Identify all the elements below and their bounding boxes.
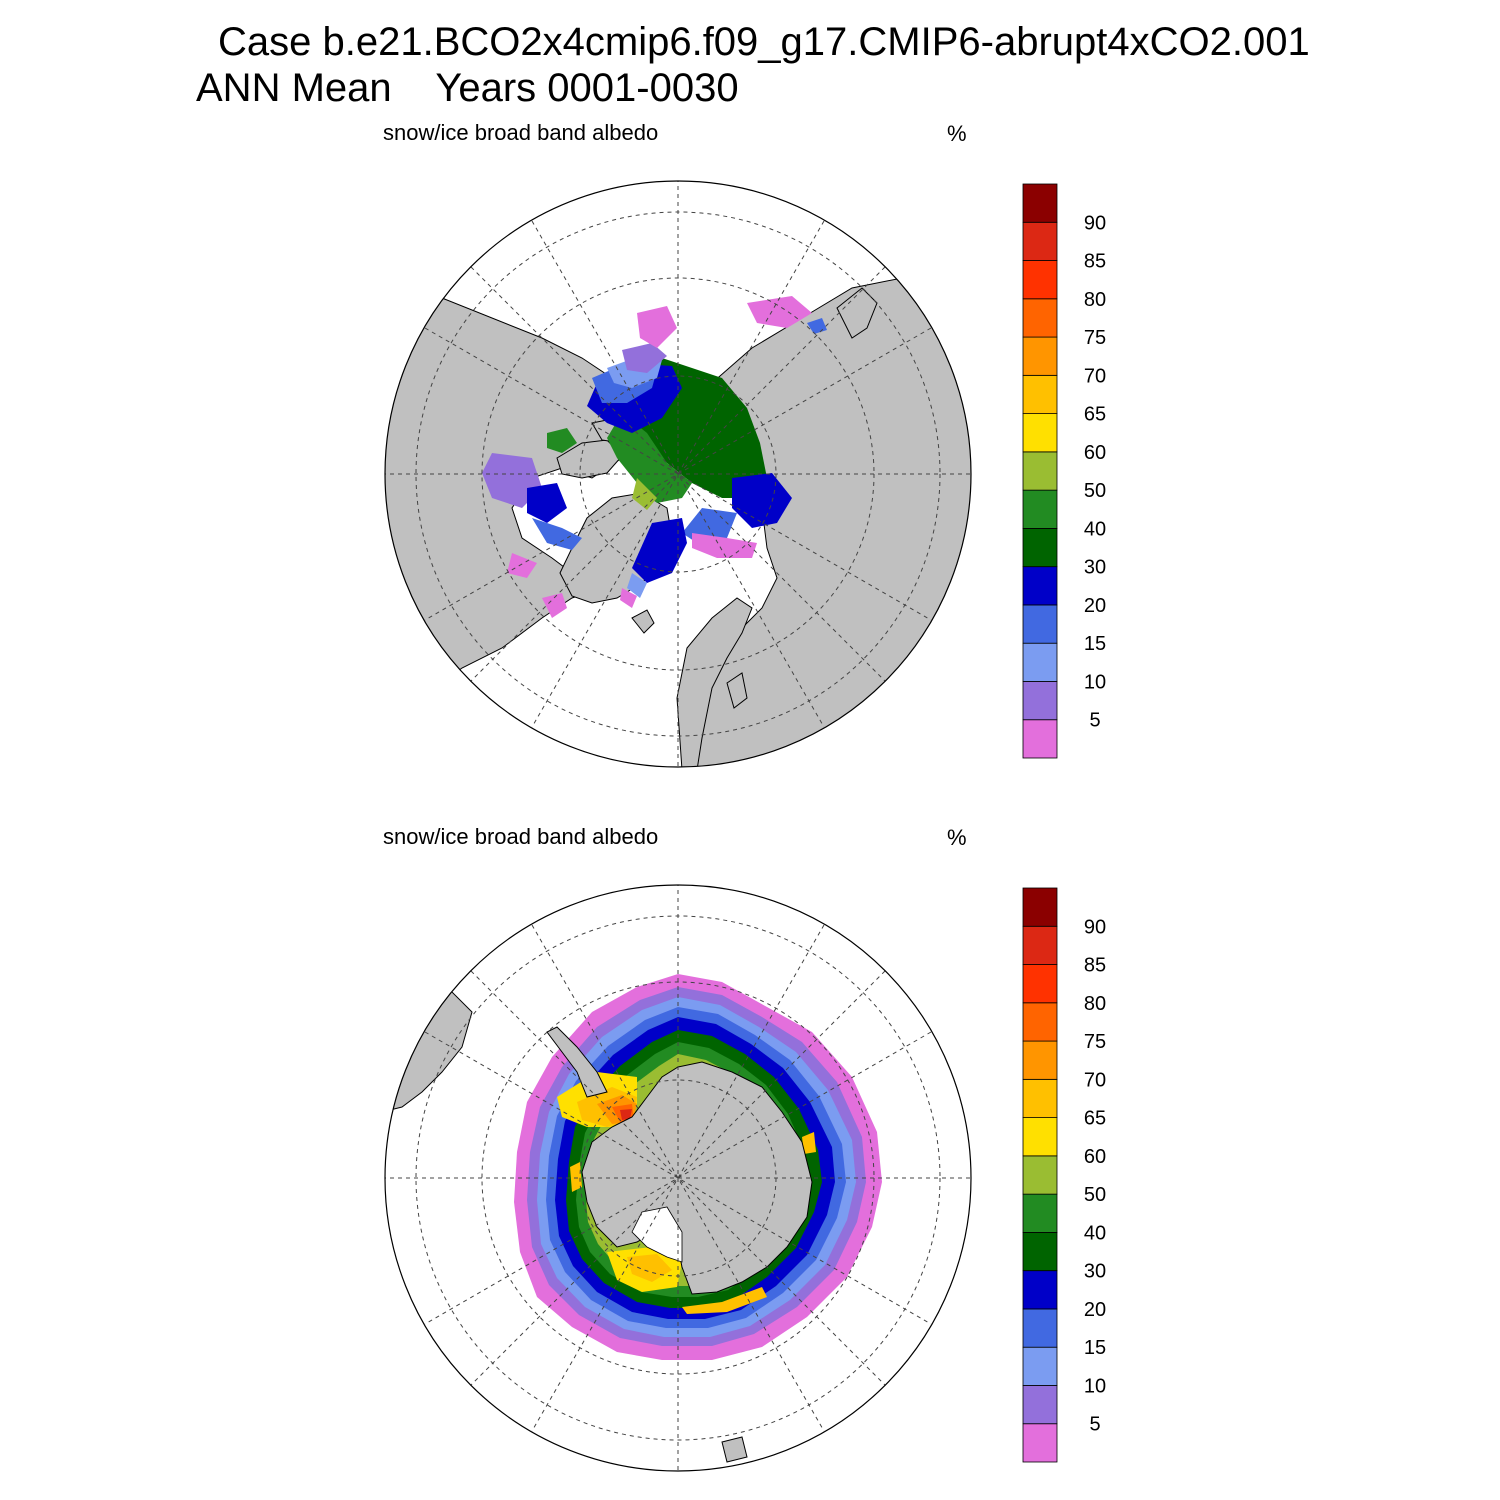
north-colorbar-tick-label: 50	[1084, 480, 1106, 502]
south-colorbar-tick-label: 5	[1089, 1414, 1100, 1436]
south-colorbar-tick-label: 65	[1084, 1108, 1106, 1130]
north-colorbar-swatch	[1022, 221, 1058, 261]
north-panel-units: %	[947, 121, 967, 146]
figure-title-line-1: Case b.e21.BCO2x4cmip6.f09_g17.CMIP6-abr…	[218, 20, 1310, 64]
south-colorbar-tick-label: 40	[1084, 1222, 1106, 1244]
africa-tip-land	[936, 966, 971, 1003]
north-map-border	[384, 180, 972, 768]
ross-ice-shelf	[631, 1206, 683, 1263]
south-colorbar-tick-label: 30	[1084, 1261, 1106, 1283]
north-colorbar-swatch	[1022, 527, 1058, 568]
south-colorbar-swatch	[1022, 925, 1058, 965]
north-colorbar-tick-label: 20	[1084, 595, 1106, 617]
north-colorbar-swatch	[1022, 374, 1058, 414]
antarctic-peninsula	[546, 1026, 608, 1098]
north-sea-ice-field	[482, 296, 827, 618]
north-colorbar-swatch	[1022, 183, 1058, 223]
south-colorbar-swatch	[1022, 1117, 1058, 1157]
north-graticule	[385, 181, 971, 767]
north-colorbar-swatch	[1022, 604, 1058, 644]
south-colorbar-swatch	[1022, 1385, 1058, 1425]
south-map-border	[384, 884, 972, 1472]
south-colorbar-swatch	[1022, 1078, 1058, 1118]
figure-title-line-2: ANN Mean Years 0001-0030	[196, 66, 739, 110]
south-graticule	[385, 885, 971, 1471]
north-colorbar-tick-label: 90	[1084, 212, 1106, 234]
south-colorbar-tick-label: 60	[1084, 1146, 1106, 1168]
north-colorbar-tick-label: 80	[1084, 289, 1106, 311]
south-colorbar-swatch	[1022, 1423, 1058, 1463]
north-colorbar-swatch	[1022, 413, 1058, 453]
south-colorbar-tick-label: 15	[1084, 1337, 1106, 1359]
south-colorbar-swatch	[1022, 1155, 1058, 1195]
north-panel-title: snow/ice broad band albedo	[383, 120, 659, 145]
south-colorbar-swatch	[1022, 964, 1058, 1004]
north-colorbar: 5 10 15 20 30 40 50 60 65 70 75 80 85 90	[1022, 183, 1106, 759]
south-colorbar-swatch	[1022, 1308, 1058, 1348]
south-colorbar: 5 10 15 20 30 40 50 60 65 70 75 80 85 90	[1022, 887, 1106, 1463]
new-zealand-land	[721, 1436, 748, 1463]
south-colorbar-swatch	[1022, 1002, 1058, 1042]
south-colorbar-swatch	[1022, 1193, 1058, 1233]
north-colorbar-tick-label: 70	[1084, 365, 1106, 387]
south-colorbar-tick-label: 85	[1084, 955, 1106, 977]
south-colorbar-tick-label: 90	[1084, 916, 1106, 938]
north-colorbar-swatch	[1022, 260, 1058, 300]
south-colorbar-swatch	[1022, 1346, 1058, 1386]
north-colorbar-swatch	[1022, 719, 1058, 759]
north-colorbar-tick-label: 30	[1084, 557, 1106, 579]
south-colorbar-tick-label: 80	[1084, 993, 1106, 1015]
south-panel-title: snow/ice broad band albedo	[383, 824, 659, 849]
north-colorbar-tick-label: 60	[1084, 442, 1106, 464]
north-colorbar-swatch	[1022, 642, 1058, 682]
south-colorbar-tick-label: 50	[1084, 1184, 1106, 1206]
south-colorbar-swatch	[1022, 1231, 1058, 1272]
north-colorbar-swatch	[1022, 489, 1058, 529]
north-colorbar-swatch	[1022, 681, 1058, 721]
south-polar-map	[384, 884, 972, 1472]
south-colorbar-tick-label: 75	[1084, 1031, 1106, 1053]
north-colorbar-swatch	[1022, 298, 1058, 338]
south-colorbar-tick-label: 70	[1084, 1069, 1106, 1091]
south-colorbar-tick-label: 20	[1084, 1299, 1106, 1321]
north-colorbar-tick-label: 65	[1084, 404, 1106, 426]
south-panel-units: %	[947, 825, 967, 850]
north-colorbar-tick-label: 85	[1084, 251, 1106, 273]
north-colorbar-swatch	[1022, 336, 1058, 376]
north-colorbar-swatch	[1022, 566, 1058, 606]
south-colorbar-swatch	[1022, 1040, 1058, 1080]
south-colorbar-swatch	[1022, 887, 1058, 927]
north-colorbar-tick-label: 10	[1084, 671, 1106, 693]
north-polar-map	[384, 180, 972, 768]
north-colorbar-tick-label: 5	[1089, 710, 1100, 732]
north-colorbar-swatch	[1022, 451, 1058, 491]
south-colorbar-tick-label: 10	[1084, 1375, 1106, 1397]
north-colorbar-tick-label: 15	[1084, 633, 1106, 655]
north-colorbar-tick-label: 75	[1084, 327, 1106, 349]
south-colorbar-swatch	[1022, 1270, 1058, 1310]
north-colorbar-tick-label: 40	[1084, 518, 1106, 540]
